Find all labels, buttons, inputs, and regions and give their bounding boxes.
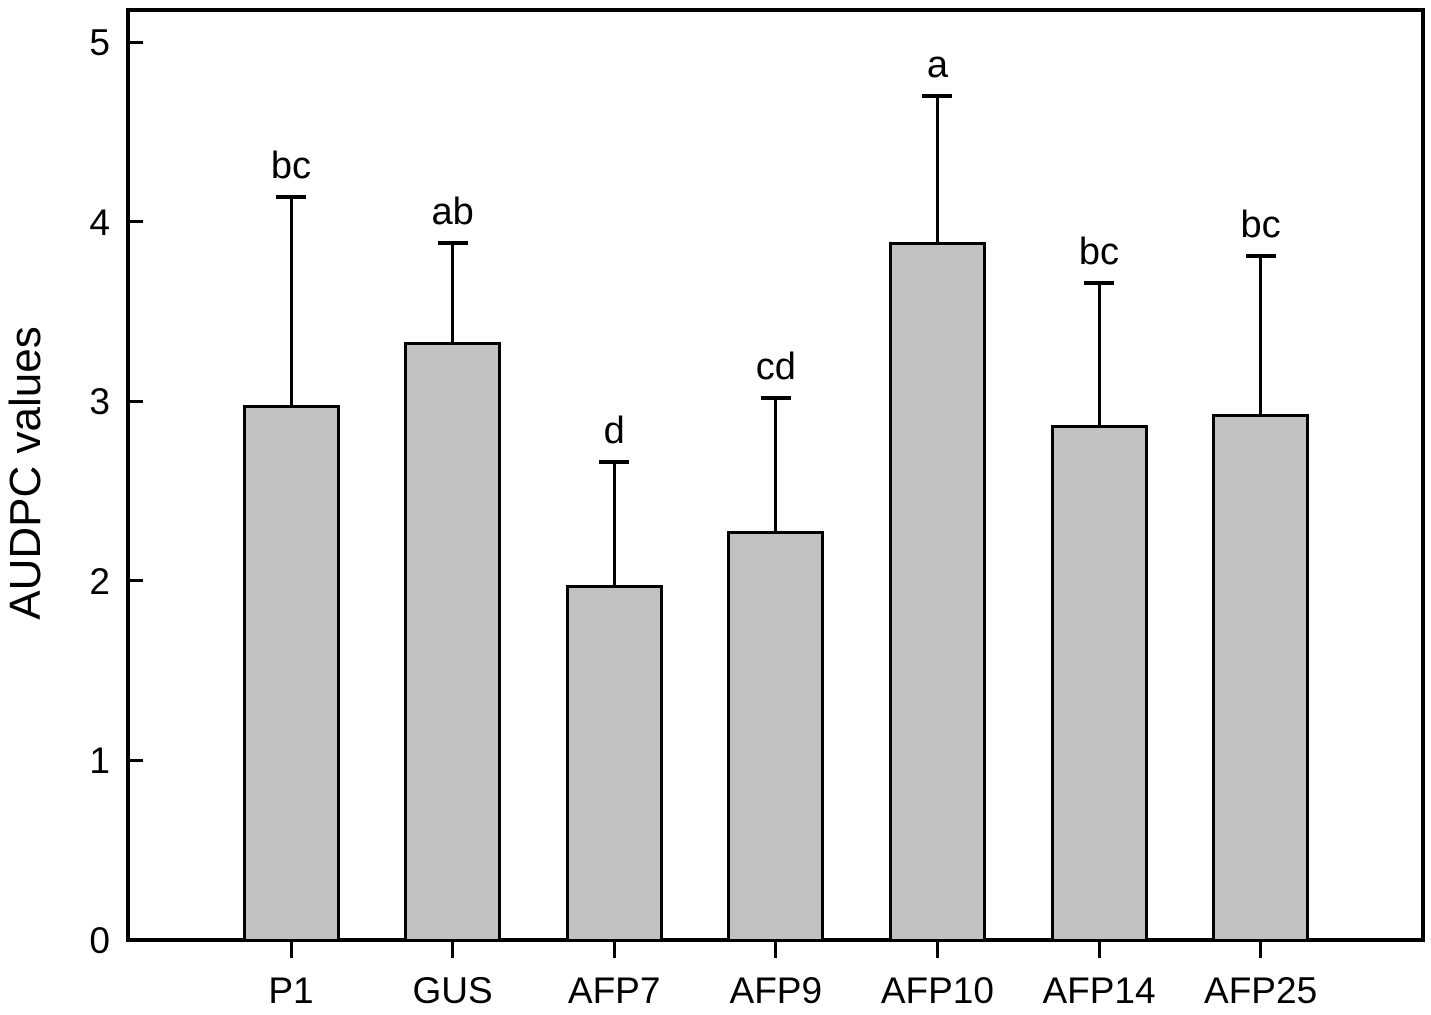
y-axis-tick-label: 2 — [89, 560, 110, 602]
x-axis-tick — [935, 942, 939, 958]
x-axis-tick — [451, 942, 455, 958]
bar-p1 — [242, 404, 340, 942]
significance-letter: ab — [431, 191, 474, 234]
y-axis-tick-label: 0 — [89, 920, 110, 961]
x-axis-label-afp10: AFP10 — [880, 970, 994, 1011]
x-axis-tick — [774, 942, 778, 958]
bar-afp14 — [1050, 424, 1148, 942]
bar-afp7 — [565, 584, 663, 942]
error-bar-cap — [276, 194, 306, 199]
significance-letter: d — [603, 410, 625, 453]
bar-afp10 — [888, 241, 986, 942]
error-bar-line — [774, 397, 778, 531]
x-axis-tick — [289, 942, 293, 958]
y-axis-tick — [130, 399, 143, 403]
significance-letter: bc — [270, 144, 312, 187]
y-axis-tick — [130, 579, 143, 583]
y-axis-tick-label: 3 — [89, 381, 110, 423]
x-axis-label-afp14: AFP14 — [1042, 970, 1156, 1011]
x-axis-tick — [1097, 942, 1101, 958]
significance-letter: bc — [1078, 230, 1120, 273]
x-axis-label-p1: P1 — [268, 970, 314, 1011]
error-bar-cap — [760, 395, 791, 400]
y-axis-tick-label: 4 — [89, 201, 110, 243]
bar-gus — [404, 342, 502, 942]
error-bar-line — [1259, 255, 1263, 414]
y-axis-tick — [130, 40, 143, 44]
error-bar-line — [451, 243, 455, 343]
significance-letter: a — [926, 44, 948, 87]
error-bar-cap — [1084, 280, 1114, 285]
error-bar-cap — [1245, 253, 1276, 258]
error-bar-line — [612, 462, 616, 585]
bar-afp9 — [727, 530, 825, 942]
error-bar-cap — [599, 460, 630, 465]
x-axis-label-gus: GUS — [412, 970, 493, 1011]
y-axis-tick-label: 5 — [89, 22, 110, 64]
y-axis-tick-label: 1 — [89, 740, 110, 782]
x-axis-tick — [612, 942, 616, 958]
bar-afp25 — [1212, 413, 1310, 942]
error-bar-line — [935, 96, 939, 242]
y-axis-tick — [130, 758, 143, 762]
error-bar-cap — [437, 241, 468, 246]
error-bar-line — [1097, 282, 1101, 425]
significance-letter: cd — [755, 345, 796, 388]
error-bar-line — [289, 196, 293, 405]
x-axis-label-afp7: AFP7 — [567, 970, 661, 1011]
significance-letter: bc — [1240, 203, 1281, 246]
y-axis-title: AUDPC values — [1, 326, 50, 620]
y-axis-tick — [130, 938, 143, 942]
y-axis-tick — [130, 220, 143, 224]
x-axis-label-afp25: AFP25 — [1204, 970, 1318, 1011]
error-bar-cap — [922, 94, 953, 99]
x-axis-tick — [1259, 942, 1263, 958]
x-axis-label-afp9: AFP9 — [729, 970, 823, 1011]
